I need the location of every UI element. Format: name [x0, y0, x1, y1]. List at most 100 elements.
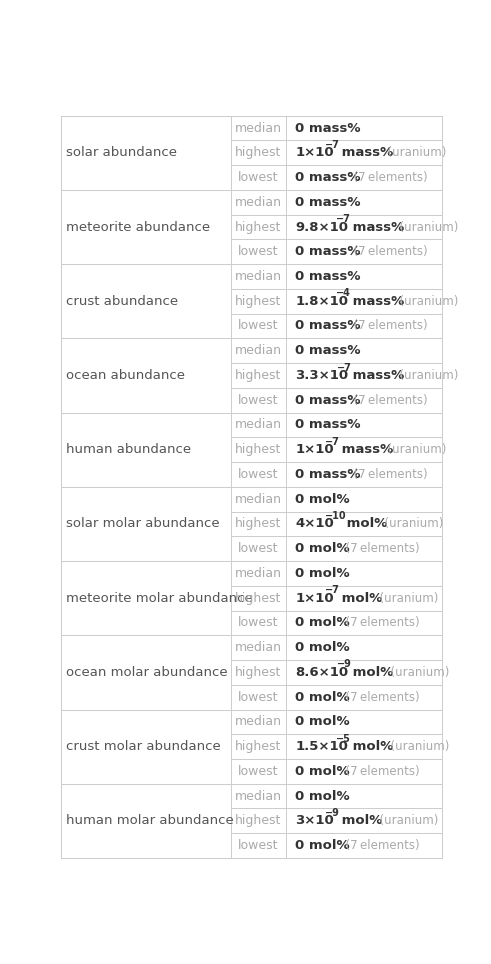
Text: lowest: lowest: [238, 245, 278, 258]
Text: solar molar abundance: solar molar abundance: [66, 518, 219, 530]
Text: (7 elements): (7 elements): [346, 393, 428, 407]
Text: 1×10: 1×10: [296, 147, 334, 159]
Text: human molar abundance: human molar abundance: [66, 815, 234, 827]
Text: (7 elements): (7 elements): [346, 319, 428, 333]
Text: 0 mass%: 0 mass%: [296, 418, 361, 432]
Text: −5: −5: [336, 734, 351, 743]
Text: meteorite abundance: meteorite abundance: [66, 221, 210, 233]
Text: 0 mol%: 0 mol%: [296, 690, 350, 704]
Text: mol%: mol%: [337, 815, 382, 827]
Text: (7 elements): (7 elements): [338, 542, 419, 555]
Text: −7: −7: [336, 362, 352, 372]
Text: (uranium): (uranium): [383, 740, 449, 753]
Text: 0 mol%: 0 mol%: [296, 790, 350, 803]
Text: 9.8×10: 9.8×10: [296, 221, 349, 233]
Text: 1.8×10: 1.8×10: [296, 295, 349, 308]
Text: 0 mass%: 0 mass%: [296, 344, 361, 358]
Text: 3.3×10: 3.3×10: [296, 369, 349, 382]
Text: 0 mass%: 0 mass%: [296, 468, 361, 481]
Text: (uranium): (uranium): [392, 221, 458, 233]
Text: −9: −9: [336, 659, 352, 669]
Text: 0 mass%: 0 mass%: [296, 270, 361, 283]
Text: lowest: lowest: [238, 468, 278, 481]
Text: mol%: mol%: [348, 666, 393, 679]
Text: (uranium): (uranium): [383, 666, 450, 679]
Text: −4: −4: [336, 288, 352, 298]
Text: (uranium): (uranium): [378, 518, 444, 530]
Text: mass%: mass%: [337, 443, 393, 456]
Text: 1.5×10: 1.5×10: [296, 740, 348, 753]
Text: −9: −9: [326, 808, 340, 817]
Text: mol%: mol%: [342, 518, 387, 530]
Text: 0 mol%: 0 mol%: [296, 567, 350, 580]
Text: 0 mass%: 0 mass%: [296, 319, 361, 333]
Text: highest: highest: [235, 740, 281, 753]
Text: 0 mol%: 0 mol%: [296, 715, 350, 729]
Text: median: median: [235, 344, 282, 358]
Text: highest: highest: [235, 295, 281, 308]
Text: (uranium): (uranium): [381, 443, 447, 456]
Text: 0 mol%: 0 mol%: [296, 839, 350, 852]
Text: median: median: [235, 641, 282, 655]
Text: 0 mol%: 0 mol%: [296, 764, 350, 778]
Text: (7 elements): (7 elements): [346, 468, 428, 481]
Text: mass%: mass%: [337, 147, 393, 159]
Text: −7: −7: [336, 214, 352, 224]
Text: 0 mass%: 0 mass%: [296, 196, 361, 209]
Text: 0 mass%: 0 mass%: [296, 121, 361, 135]
Text: 8.6×10: 8.6×10: [296, 666, 349, 679]
Text: (7 elements): (7 elements): [346, 171, 428, 184]
Text: highest: highest: [235, 221, 281, 233]
Text: −7: −7: [326, 585, 340, 595]
Text: 0 mol%: 0 mol%: [296, 616, 350, 629]
Text: lowest: lowest: [238, 319, 278, 333]
Text: median: median: [235, 418, 282, 432]
Text: (uranium): (uranium): [392, 295, 458, 308]
Text: human abundance: human abundance: [66, 443, 191, 456]
Text: median: median: [235, 493, 282, 506]
Text: (7 elements): (7 elements): [338, 616, 419, 629]
Text: highest: highest: [235, 815, 281, 827]
Text: lowest: lowest: [238, 690, 278, 704]
Text: lowest: lowest: [238, 171, 278, 184]
Text: 1×10: 1×10: [296, 443, 334, 456]
Text: highest: highest: [235, 592, 281, 604]
Text: 3×10: 3×10: [296, 815, 334, 827]
Text: lowest: lowest: [238, 764, 278, 778]
Text: 0 mol%: 0 mol%: [296, 542, 350, 555]
Text: crust molar abundance: crust molar abundance: [66, 740, 220, 753]
Text: mol%: mol%: [337, 592, 382, 604]
Text: (7 elements): (7 elements): [338, 764, 419, 778]
Text: solar abundance: solar abundance: [66, 147, 177, 159]
Text: mass%: mass%: [348, 295, 404, 308]
Text: (7 elements): (7 elements): [346, 245, 428, 258]
Text: median: median: [235, 270, 282, 283]
Text: median: median: [235, 121, 282, 135]
Text: 0 mass%: 0 mass%: [296, 171, 361, 184]
Text: 4×10: 4×10: [296, 518, 334, 530]
Text: 0 mass%: 0 mass%: [296, 245, 361, 258]
Text: −10: −10: [326, 511, 347, 521]
Text: (uranium): (uranium): [381, 147, 447, 159]
Text: highest: highest: [235, 369, 281, 382]
Text: 0 mol%: 0 mol%: [296, 641, 350, 655]
Text: median: median: [235, 715, 282, 729]
Text: ocean abundance: ocean abundance: [66, 369, 185, 382]
Text: crust abundance: crust abundance: [66, 295, 178, 308]
Text: (uranium): (uranium): [392, 369, 458, 382]
Text: 1×10: 1×10: [296, 592, 334, 604]
Text: (7 elements): (7 elements): [338, 839, 419, 852]
Text: lowest: lowest: [238, 542, 278, 555]
Text: highest: highest: [235, 666, 281, 679]
Text: mass%: mass%: [348, 369, 405, 382]
Text: lowest: lowest: [238, 616, 278, 629]
Text: lowest: lowest: [238, 393, 278, 407]
Text: −7: −7: [326, 140, 340, 149]
Text: mass%: mass%: [348, 221, 404, 233]
Text: median: median: [235, 567, 282, 580]
Text: 0 mass%: 0 mass%: [296, 393, 361, 407]
Text: mol%: mol%: [348, 740, 393, 753]
Text: median: median: [235, 790, 282, 803]
Text: highest: highest: [235, 518, 281, 530]
Text: −7: −7: [326, 437, 340, 446]
